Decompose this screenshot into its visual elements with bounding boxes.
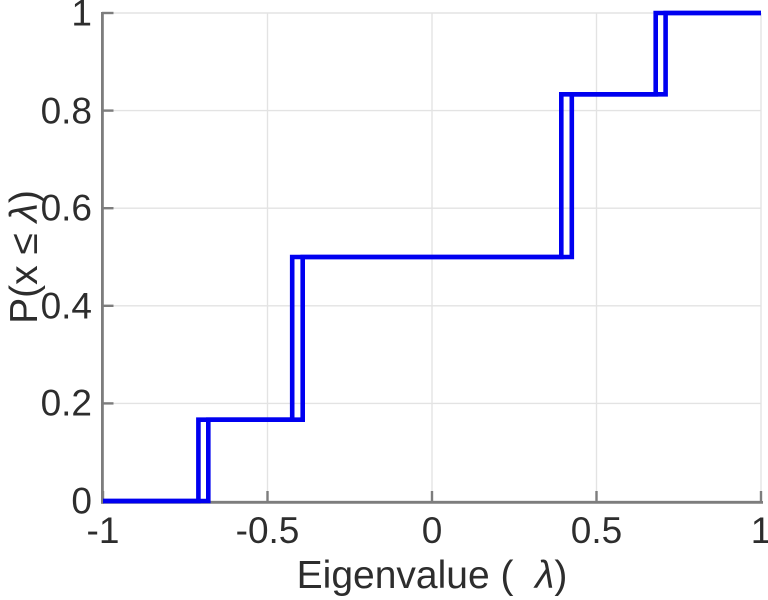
- y-tick-label: 0.2: [40, 382, 92, 424]
- x-axis-label-close: ): [554, 554, 568, 597]
- y-axis-label: P(x ≤ λ): [3, 97, 47, 417]
- y-tick-label: 0.6: [40, 187, 92, 229]
- y-tick-label: 1: [71, 0, 92, 34]
- ecdf-inner-curve: [103, 10, 761, 504]
- x-axis-label: Eigenvalue ( λ): [297, 556, 568, 595]
- x-tick-label: 1: [750, 510, 768, 551]
- y-axis-label-text: P(x ≤: [3, 222, 46, 324]
- x-tick-label: -1: [86, 510, 120, 551]
- y-axis-label-close: ): [3, 190, 46, 204]
- y-tick-label: 0: [71, 480, 92, 522]
- y-tick-label: 0.4: [40, 285, 92, 327]
- x-tick-label: 0: [421, 510, 443, 551]
- x-tick-label: -0.5: [235, 510, 300, 551]
- x-tick-label: 0.5: [570, 510, 623, 551]
- lambda-symbol: λ: [535, 554, 555, 597]
- x-axis-label-text: Eigenvalue (: [296, 554, 536, 597]
- lambda-symbol: λ: [3, 203, 46, 223]
- y-tick-label: 0.8: [40, 90, 92, 132]
